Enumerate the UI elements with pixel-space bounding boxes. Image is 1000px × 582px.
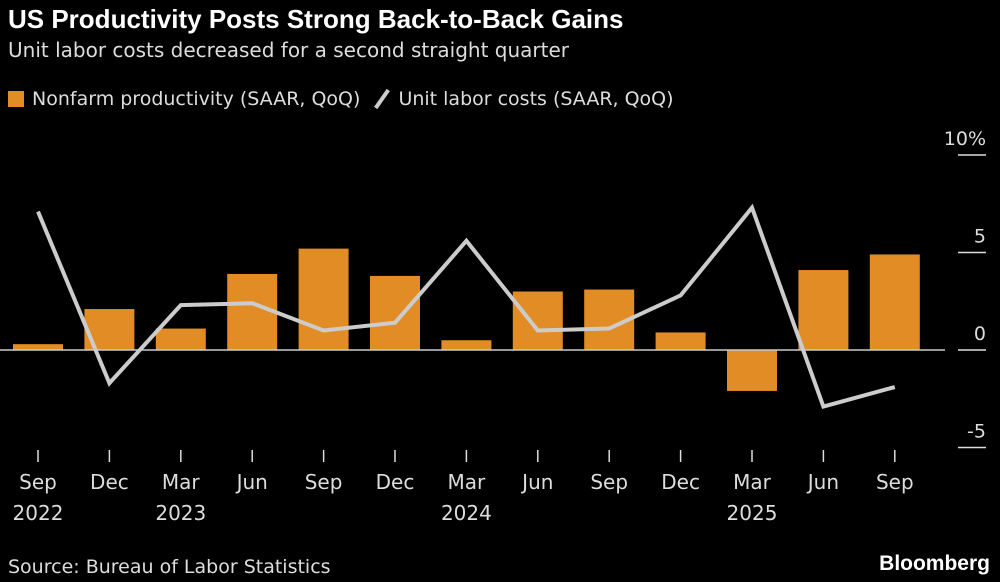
- legend: Nonfarm productivity (SAAR, QoQ) Unit la…: [8, 88, 674, 110]
- x-tick-label: 2022: [13, 501, 64, 525]
- bar-productivity: [441, 340, 492, 350]
- y-tick-label: 10%: [944, 128, 986, 150]
- legend-label-productivity: Nonfarm productivity (SAAR, QoQ): [32, 88, 361, 110]
- x-tick-label: Dec: [661, 470, 700, 494]
- y-tick-label: -5: [967, 421, 986, 443]
- bar-productivity: [298, 248, 349, 350]
- bloomberg-logo: Bloomberg: [879, 552, 990, 575]
- chart-title: US Productivity Posts Strong Back-to-Bac…: [8, 4, 624, 34]
- x-tick-label: Dec: [376, 470, 415, 494]
- bar-productivity: [798, 270, 849, 350]
- x-tick-label: Dec: [90, 470, 129, 494]
- bar-productivity: [869, 254, 920, 350]
- bar-productivity: [155, 328, 206, 350]
- x-tick-label: Sep: [876, 470, 914, 494]
- bar-productivity: [370, 275, 420, 350]
- x-tick-label: 2024: [441, 501, 492, 525]
- x-tick-label: Jun: [520, 470, 553, 494]
- x-tick-label: Jun: [235, 470, 268, 494]
- bar-productivity: [227, 273, 278, 350]
- x-tick-label: 2023: [155, 501, 206, 525]
- x-tick-label: Sep: [19, 470, 57, 494]
- source-note: Source: Bureau of Labor Statistics: [8, 556, 331, 578]
- y-tick-label: 0: [974, 323, 986, 345]
- x-tick-label: Mar: [162, 470, 201, 494]
- x-tick-label: Jun: [806, 470, 839, 494]
- legend-label-labor-costs: Unit labor costs (SAAR, QoQ): [398, 88, 674, 110]
- x-tick-label: Mar: [733, 470, 772, 494]
- legend-swatch-productivity: [8, 91, 24, 107]
- bar-productivity: [13, 344, 63, 350]
- x-tick-label: Sep: [590, 470, 628, 494]
- bar-productivity: [512, 291, 563, 350]
- x-tick-label: Mar: [448, 470, 487, 494]
- x-tick-label: 2025: [727, 501, 778, 525]
- chart-subtitle: Unit labor costs decreased for a second …: [8, 38, 570, 62]
- bar-productivity: [655, 332, 706, 350]
- bar-productivity: [727, 350, 777, 391]
- x-tick-label: Sep: [305, 470, 343, 494]
- y-tick-label: 5: [974, 226, 986, 248]
